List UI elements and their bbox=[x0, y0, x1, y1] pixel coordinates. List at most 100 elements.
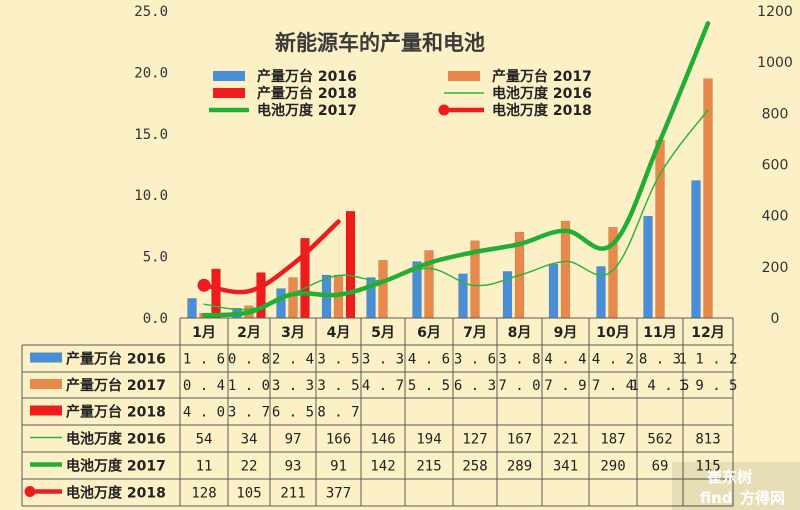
table-cell: 166 bbox=[326, 432, 351, 448]
table-cell: 1 4 . 5 bbox=[630, 378, 689, 394]
table-cell: 7 . 9 bbox=[544, 378, 586, 394]
month-label: 8月 bbox=[508, 325, 532, 341]
table-cell: 4 . 6 bbox=[408, 352, 450, 368]
table-cell: 5 . 5 bbox=[408, 378, 450, 394]
table-cell: 0 . 4 bbox=[183, 378, 225, 394]
left-axis-tick-label: 20.0 bbox=[134, 65, 168, 81]
table-cell: 341 bbox=[553, 459, 578, 475]
table-cell: 34 bbox=[241, 432, 258, 448]
table-cell: 69 bbox=[652, 459, 669, 475]
row-label: 产量万台 2018 bbox=[66, 404, 166, 421]
legend-label: 产量万台 2016 bbox=[257, 68, 357, 85]
table-cell: 3 . 3 bbox=[272, 378, 314, 394]
legend-swatch-产量万台-2016 bbox=[213, 71, 245, 81]
bar-2016-9 bbox=[548, 263, 559, 319]
month-label: 1月 bbox=[192, 325, 216, 341]
left-axis-tick-label: 25.0 bbox=[134, 4, 168, 20]
table-cell: 97 bbox=[285, 432, 302, 448]
left-axis-tick-label: 5.0 bbox=[143, 250, 168, 266]
table-cell: 54 bbox=[196, 432, 213, 448]
table-cell: 142 bbox=[370, 459, 395, 475]
chart-title: 新能源车的产量和电池 bbox=[275, 31, 485, 55]
table-cell: 211 bbox=[280, 486, 305, 502]
table-cell: 11 bbox=[196, 459, 213, 475]
month-label: 3月 bbox=[281, 325, 305, 341]
bar-2017-3 bbox=[288, 277, 298, 319]
watermark: 崔东树 find 方得网 bbox=[672, 462, 800, 510]
right-axis-tick-label: 1200 bbox=[757, 4, 793, 20]
left-axis-tick-label: 0.0 bbox=[143, 311, 168, 327]
table-cell: 221 bbox=[553, 432, 578, 448]
table-cell: 4 . 4 bbox=[544, 352, 586, 368]
bar-2016-3 bbox=[276, 288, 286, 319]
legend-label: 产量万台 2017 bbox=[492, 68, 592, 85]
month-label: 6月 bbox=[417, 325, 441, 341]
table-cell: 215 bbox=[416, 459, 441, 475]
table-cell: 290 bbox=[600, 459, 625, 475]
row-key-2016-bar bbox=[30, 352, 62, 363]
table-cell: 1 1 . 2 bbox=[678, 352, 737, 368]
bar-2016-1 bbox=[187, 298, 197, 319]
bar-2017-11 bbox=[655, 139, 665, 319]
line-2018 bbox=[201, 219, 341, 295]
table-cell: 3 . 3 bbox=[362, 352, 404, 368]
table-cell: 3 . 8 bbox=[498, 352, 540, 368]
table-cell: 4 . 2 bbox=[592, 352, 634, 368]
table-cell: 93 bbox=[285, 459, 302, 475]
table-cell: 1 9 . 5 bbox=[678, 378, 737, 394]
watermark-brand: find bbox=[700, 489, 733, 507]
table-cell: 127 bbox=[462, 432, 487, 448]
table-cell: 562 bbox=[647, 432, 672, 448]
table-cell: 91 bbox=[330, 459, 347, 475]
bar-2018-4 bbox=[345, 210, 356, 319]
month-label: 12月 bbox=[691, 325, 724, 341]
right-axis-tick-label: 1000 bbox=[757, 55, 793, 71]
row-label: 电池万度 2018 bbox=[66, 485, 166, 502]
table-cell: 194 bbox=[416, 432, 441, 448]
watermark-name: 崔东树 bbox=[706, 468, 752, 486]
legend-swatch-产量万台-2017 bbox=[448, 71, 480, 81]
right-axis-tick-label: 400 bbox=[762, 209, 789, 225]
table-cell: 3 . 5 bbox=[317, 378, 359, 394]
legend-swatch-产量万台-2018 bbox=[213, 88, 245, 98]
line-2017 bbox=[201, 21, 711, 318]
table-cell: 4 . 7 bbox=[362, 378, 404, 394]
table-cell: 2 . 4 bbox=[272, 352, 314, 368]
month-label: 2月 bbox=[237, 325, 261, 341]
bar-2018-1 bbox=[211, 268, 221, 319]
table-cell: 4 . 0 bbox=[183, 405, 225, 421]
watermark-site: 方得网 bbox=[740, 489, 785, 507]
table-cell: 289 bbox=[507, 459, 532, 475]
month-label: 5月 bbox=[371, 325, 395, 341]
table-cell: 128 bbox=[191, 486, 216, 502]
table-cell: 377 bbox=[326, 486, 351, 502]
table-cell: 22 bbox=[241, 459, 258, 475]
data-table-grid bbox=[21, 317, 734, 507]
table-cell: 3 . 6 bbox=[454, 352, 496, 368]
legend-label: 电池万度 2017 bbox=[257, 102, 357, 119]
right-axis-tick-label: 600 bbox=[762, 158, 789, 174]
legend-label: 电池万度 2018 bbox=[492, 102, 592, 119]
bar-2016-12 bbox=[691, 180, 701, 319]
bar-2016-11 bbox=[643, 215, 653, 319]
table-cell: 1 . 6 bbox=[183, 352, 225, 368]
table-cell: 8 . 7 bbox=[317, 405, 359, 421]
left-axis-tick-label: 15.0 bbox=[134, 127, 168, 143]
table-cell: 258 bbox=[462, 459, 487, 475]
row-label: 产量万台 2017 bbox=[66, 377, 166, 394]
row-key-2017-bar bbox=[30, 379, 62, 389]
legend-label: 电池万度 2016 bbox=[492, 85, 592, 102]
right-axis-tick-label: 800 bbox=[762, 106, 789, 122]
month-label: 7月 bbox=[463, 325, 487, 341]
row-label: 电池万度 2016 bbox=[66, 431, 166, 448]
right-axis-tick-label: 200 bbox=[762, 260, 789, 276]
month-label: 11月 bbox=[643, 325, 676, 341]
row-key-marker bbox=[24, 486, 36, 497]
table-cell: 6 . 3 bbox=[454, 378, 496, 394]
legend-label: 产量万台 2018 bbox=[257, 85, 357, 102]
line-2018-marker bbox=[197, 278, 211, 292]
month-label: 10月 bbox=[596, 325, 629, 341]
row-key-2018-bar bbox=[30, 405, 62, 416]
